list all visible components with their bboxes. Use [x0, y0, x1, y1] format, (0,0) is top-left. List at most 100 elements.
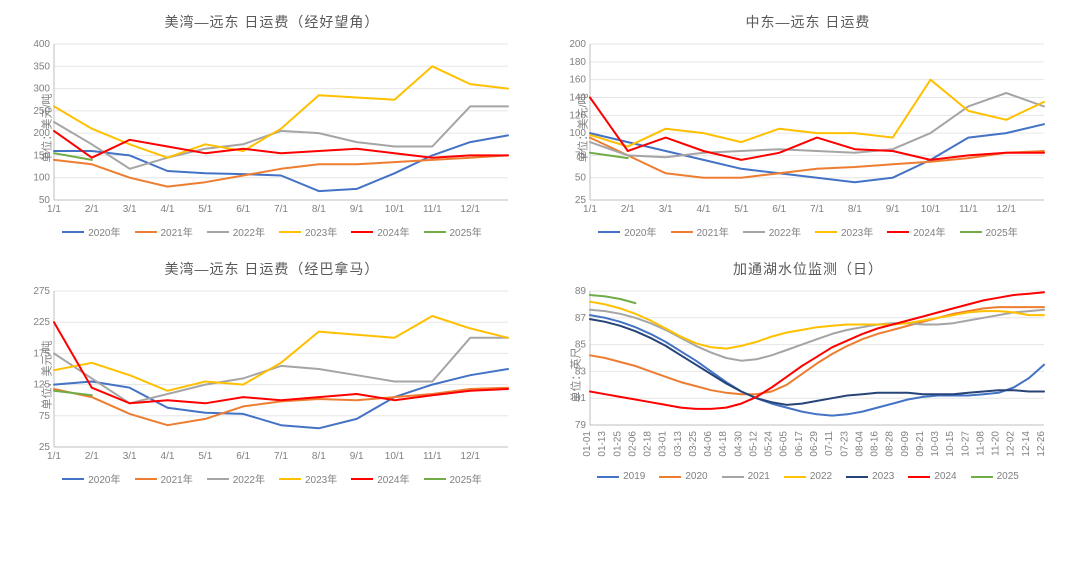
svg-text:12/1: 12/1 [460, 451, 480, 462]
svg-text:04-30: 04-30 [733, 431, 744, 457]
svg-text:2/1: 2/1 [85, 451, 99, 462]
svg-text:8/1: 8/1 [848, 204, 862, 215]
svg-text:200: 200 [569, 39, 586, 50]
svg-text:03-25: 03-25 [688, 431, 699, 457]
chart-title: 美湾—远东 日运费（经巴拿马） [18, 259, 526, 279]
legend-item: 2025 [971, 471, 1019, 482]
svg-text:06-29: 06-29 [809, 431, 820, 457]
svg-text:09-21: 09-21 [915, 431, 926, 457]
chart-legend: 2020年 2021年 2022年 2023年 2024年 2025年 [18, 224, 526, 239]
legend-item: 2025年 [960, 224, 1018, 239]
chart-panel-br: 加通湖水位监测（日） 单位：英尺 79818385878901-0101-130… [554, 259, 1062, 486]
legend-item: 2021年 [135, 224, 193, 239]
legend-item: 2023 [846, 471, 894, 482]
svg-text:12/1: 12/1 [460, 204, 480, 215]
svg-text:07-11: 07-11 [824, 431, 835, 456]
svg-text:7/1: 7/1 [810, 204, 824, 215]
svg-text:1/1: 1/1 [583, 204, 597, 215]
svg-text:100: 100 [33, 173, 50, 184]
svg-text:10-15: 10-15 [945, 431, 956, 457]
legend-item: 2020年 [62, 471, 120, 486]
svg-text:07-23: 07-23 [839, 431, 850, 457]
svg-text:8/1: 8/1 [312, 451, 326, 462]
legend-item: 2023年 [815, 224, 873, 239]
legend-item: 2024年 [351, 224, 409, 239]
legend-item: 2020 [659, 471, 707, 482]
svg-text:400: 400 [33, 39, 50, 50]
legend-item: 2022年 [743, 224, 801, 239]
svg-text:03-01: 03-01 [658, 431, 669, 457]
svg-text:160: 160 [569, 75, 586, 86]
svg-text:350: 350 [33, 61, 50, 72]
svg-text:2/1: 2/1 [85, 204, 99, 215]
svg-text:3/1: 3/1 [123, 204, 137, 215]
svg-text:06-05: 06-05 [779, 431, 790, 457]
svg-text:275: 275 [33, 286, 50, 297]
legend-item: 2021年 [671, 224, 729, 239]
svg-text:08-28: 08-28 [885, 431, 896, 457]
svg-text:12-02: 12-02 [1006, 431, 1017, 457]
legend-item: 2021 [722, 471, 770, 482]
svg-text:9/1: 9/1 [886, 204, 900, 215]
svg-text:3/1: 3/1 [659, 204, 673, 215]
svg-text:89: 89 [575, 286, 587, 297]
svg-text:1/1: 1/1 [47, 204, 61, 215]
chart-svg: 79818385878901-0101-1301-2502-0602-1803-… [554, 285, 1054, 465]
legend-item: 2025年 [424, 471, 482, 486]
svg-text:50: 50 [575, 173, 587, 184]
svg-text:10/1: 10/1 [385, 451, 405, 462]
svg-text:12/1: 12/1 [996, 204, 1016, 215]
svg-text:4/1: 4/1 [697, 204, 711, 215]
svg-text:08-04: 08-04 [854, 431, 865, 457]
chart-legend: 2020年2021年2022年2023年2024年2025年 [18, 471, 526, 486]
svg-text:180: 180 [569, 57, 586, 68]
svg-text:09-09: 09-09 [900, 431, 911, 457]
legend-item: 2023年 [279, 471, 337, 486]
svg-text:75: 75 [39, 411, 51, 422]
legend-item: 2025年 [424, 224, 482, 239]
legend-item: 2020年 [62, 224, 120, 239]
svg-text:01-25: 01-25 [612, 431, 623, 457]
svg-text:5/1: 5/1 [198, 204, 212, 215]
svg-text:05-12: 05-12 [748, 431, 759, 457]
legend-item: 2023年 [279, 224, 337, 239]
svg-text:04-06: 04-06 [703, 431, 714, 457]
svg-text:11/1: 11/1 [959, 204, 978, 215]
svg-text:04-18: 04-18 [718, 431, 729, 457]
svg-text:10-03: 10-03 [930, 431, 941, 457]
svg-text:6/1: 6/1 [236, 204, 250, 215]
svg-text:9/1: 9/1 [350, 451, 364, 462]
chart-svg: 2550751001201401601802001/12/13/14/15/16… [554, 38, 1054, 218]
y-axis-label: 单位：美元/吨 [39, 93, 55, 162]
legend-item: 2024年 [351, 471, 409, 486]
chart-svg: 25751251752252751/12/13/14/15/16/17/18/1… [18, 285, 518, 465]
svg-text:79: 79 [575, 420, 587, 431]
svg-text:1/1: 1/1 [47, 451, 61, 462]
svg-text:11-20: 11-20 [991, 431, 1002, 456]
legend-item: 2024 [908, 471, 956, 482]
svg-text:02-06: 02-06 [627, 431, 638, 457]
chart-svg: 501001502002503003504001/12/13/14/15/16/… [18, 38, 518, 218]
y-axis-label: 单位：美元/吨 [39, 340, 55, 409]
chart-title: 加通湖水位监测（日） [554, 259, 1062, 279]
svg-text:12-26: 12-26 [1036, 431, 1047, 457]
svg-text:7/1: 7/1 [274, 204, 288, 215]
svg-text:8/1: 8/1 [312, 204, 326, 215]
svg-text:10/1: 10/1 [921, 204, 941, 215]
legend-item: 2022年 [207, 224, 265, 239]
svg-text:11/1: 11/1 [423, 451, 442, 462]
svg-text:87: 87 [575, 313, 587, 324]
svg-text:4/1: 4/1 [161, 204, 175, 215]
chart-legend: 2019202020212022202320242025 [554, 471, 1062, 482]
y-axis-label: 单位：英尺 [568, 348, 584, 403]
svg-text:05-24: 05-24 [764, 431, 775, 457]
legend-item: 2020年 [598, 224, 656, 239]
svg-text:2/1: 2/1 [621, 204, 635, 215]
svg-text:11/1: 11/1 [423, 204, 442, 215]
svg-text:4/1: 4/1 [161, 451, 175, 462]
chart-title: 美湾—远东 日运费（经好望角） [18, 12, 526, 32]
svg-text:12-14: 12-14 [1021, 431, 1032, 457]
svg-text:3/1: 3/1 [123, 451, 137, 462]
chart-panel-bl: 美湾—远东 日运费（经巴拿马） 单位：美元/吨 2575125175225275… [18, 259, 526, 486]
svg-text:225: 225 [33, 317, 50, 328]
